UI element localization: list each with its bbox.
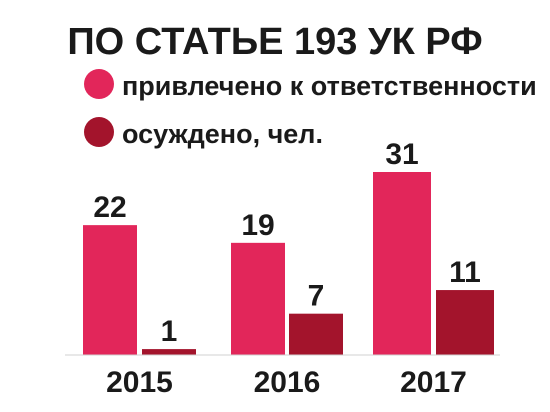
bar-2017-series-1 xyxy=(436,290,494,355)
bar-2015-series-1 xyxy=(142,349,196,355)
bar-2017-series-0 xyxy=(373,172,431,355)
legend-label-0: привлечено к ответственности xyxy=(122,71,537,101)
value-label-2017-series-1: 11 xyxy=(449,256,481,289)
bar-2016-series-0 xyxy=(231,242,285,355)
value-label-2016-series-0: 19 xyxy=(241,209,274,242)
legend-label-1: осуждено, чел. xyxy=(122,119,323,149)
bar-2015-series-0 xyxy=(83,225,137,355)
x-tick-label-2015: 2015 xyxy=(106,366,173,399)
legend-swatch-1 xyxy=(84,117,114,147)
x-tick-label-2016: 2016 xyxy=(254,366,321,399)
plot-area: 22 1 2015 19 7 2016 31 11 2017 xyxy=(83,138,494,399)
value-label-2015-series-1: 1 xyxy=(161,315,178,348)
legend: привлечено к ответственности осуждено, ч… xyxy=(84,69,537,149)
value-label-2016-series-1: 7 xyxy=(308,280,325,313)
value-label-2017-series-0: 31 xyxy=(385,138,418,171)
legend-swatch-0 xyxy=(84,69,114,99)
bar-2016-series-1 xyxy=(289,313,343,355)
x-tick-label-2017: 2017 xyxy=(400,366,467,399)
chart-title: ПО СТАТЬЕ 193 УК РФ xyxy=(67,21,482,63)
value-label-2015-series-0: 22 xyxy=(93,191,126,224)
